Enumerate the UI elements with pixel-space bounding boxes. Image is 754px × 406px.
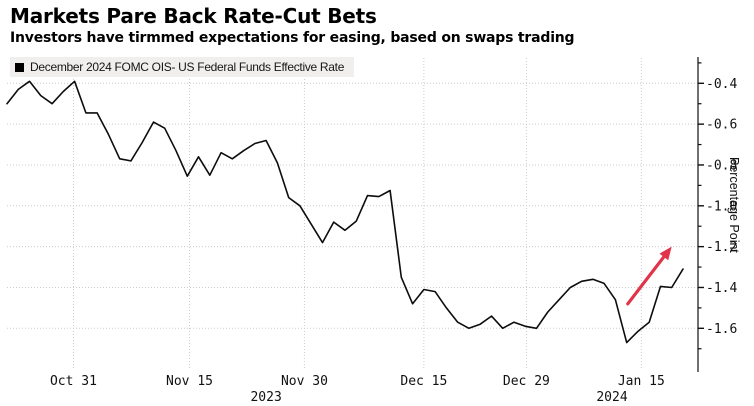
x-tick-label: Oct 31 (50, 374, 97, 389)
series-line (6, 80, 684, 344)
legend-swatch-icon (15, 62, 24, 72)
trend-arrow-head-icon (659, 246, 672, 261)
y-tick-label: -1.2 (706, 240, 737, 255)
trend-arrow-shaft (626, 252, 668, 306)
y-tick-label: -1.6 (706, 322, 737, 337)
x-tick-label: Nov 15 (166, 374, 213, 389)
y-axis-title: Percentage Point (727, 157, 741, 253)
x-axis-year-label: 2023 (250, 390, 281, 405)
legend-label: December 2024 FOMC OIS- US Federal Funds… (30, 60, 345, 74)
x-tick-label: Nov 30 (281, 374, 328, 389)
x-tick-label: Dec 15 (400, 374, 447, 389)
y-tick-label: -0.6 (706, 118, 737, 133)
y-tick-label: -0.8 (706, 158, 737, 173)
legend: December 2024 FOMC OIS- US Federal Funds… (10, 57, 355, 77)
x-tick-label: Jan 15 (618, 374, 665, 389)
page-subtitle: Investors have tirmmed expectations for … (10, 30, 575, 46)
y-tick-label: -1.0 (706, 199, 737, 214)
y-tick-label: -1.4 (706, 281, 737, 296)
y-tick-label: -0.4 (706, 77, 737, 92)
x-tick-label: Dec 29 (503, 374, 550, 389)
page-title: Markets Pare Back Rate-Cut Bets (10, 4, 377, 28)
x-axis-year-label: 2024 (596, 390, 627, 405)
